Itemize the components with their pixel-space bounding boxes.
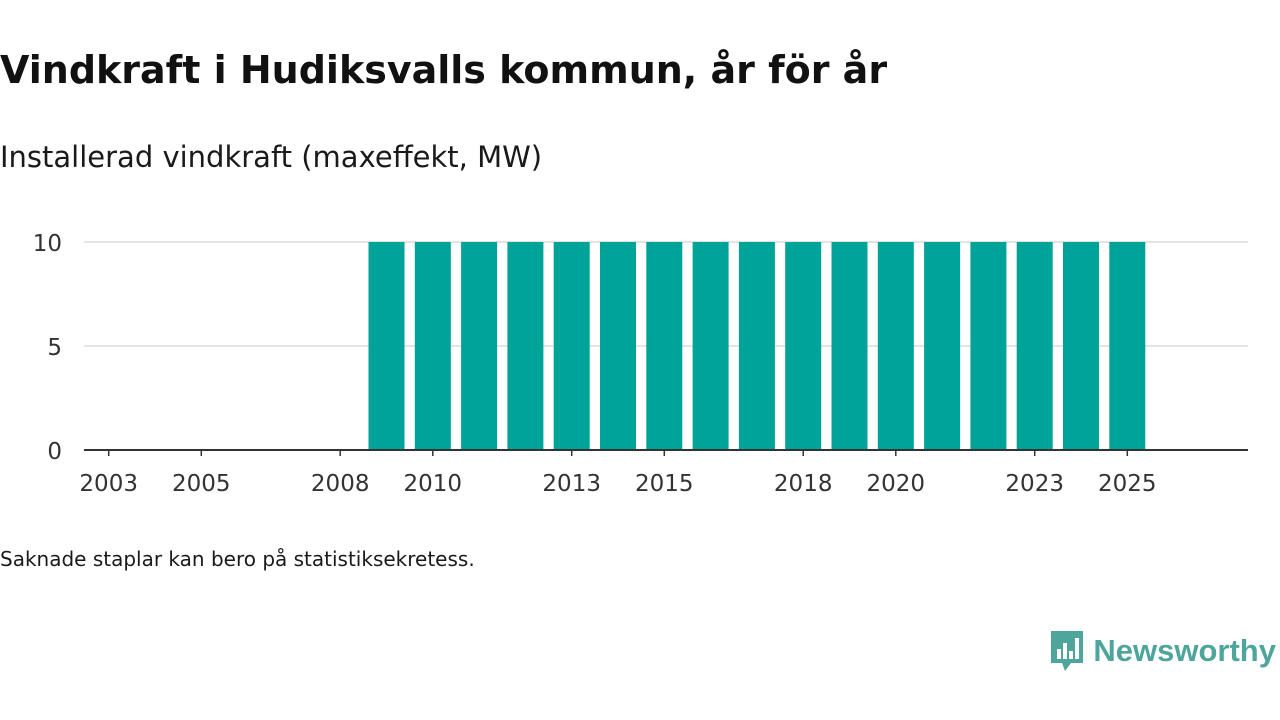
x-tick-label: 2018 bbox=[774, 471, 833, 497]
bar-chart: 0 5 10 2003 2005 2008 2010 2013 2015 2018 2020 202… bbox=[33, 231, 1248, 497]
x-tick-label: 2013 bbox=[542, 471, 601, 497]
bar-2009 bbox=[368, 242, 405, 450]
brand-name: Newsworthy bbox=[1093, 633, 1276, 668]
bar-2024 bbox=[1063, 242, 1099, 450]
bar-2013 bbox=[553, 242, 590, 450]
x-tick-label: 2025 bbox=[1098, 471, 1157, 497]
y-axis-ticks: 0 5 10 bbox=[33, 231, 62, 465]
bar-2018 bbox=[785, 242, 822, 450]
y-tick-label: 5 bbox=[47, 335, 62, 361]
x-tick-label: 2015 bbox=[635, 471, 694, 497]
bar-2020 bbox=[877, 242, 914, 450]
bar-2017 bbox=[738, 242, 775, 450]
x-tick-label: 2003 bbox=[79, 471, 138, 497]
bar-2022 bbox=[970, 242, 1007, 450]
bar-2025 bbox=[1109, 242, 1146, 450]
bar-2014 bbox=[600, 242, 636, 450]
bar-2011 bbox=[461, 242, 498, 450]
x-tick-label: 2010 bbox=[404, 471, 463, 497]
footnote: Saknade staplar kan bero på statistiksek… bbox=[0, 547, 475, 571]
y-tick-label: 10 bbox=[33, 231, 62, 257]
bar-2010 bbox=[414, 242, 451, 450]
x-tick-label: 2020 bbox=[867, 471, 926, 497]
bar-2015 bbox=[646, 242, 683, 450]
x-tick-label: 2023 bbox=[1005, 471, 1064, 497]
bars bbox=[368, 242, 1146, 450]
newsworthy-logo-icon bbox=[1051, 631, 1084, 671]
bar-2012 bbox=[507, 242, 544, 450]
chart-subtitle: Installerad vindkraft (maxeffekt, MW) bbox=[0, 140, 543, 174]
bar-2023 bbox=[1016, 242, 1053, 450]
brand-logo[interactable]: Newsworthy bbox=[1049, 628, 1276, 674]
x-tick-label: 2008 bbox=[311, 471, 370, 497]
chart-title: Vindkraft i Hudiksvalls kommun, år för å… bbox=[0, 48, 888, 92]
bar-2016 bbox=[692, 242, 729, 450]
bar-2021 bbox=[924, 242, 961, 450]
y-tick-label: 0 bbox=[47, 439, 62, 465]
x-axis-ticks: 2003 2005 2008 2010 2013 2015 2018 2020 2023 2025 bbox=[79, 450, 1157, 497]
bar-2019 bbox=[831, 242, 868, 450]
x-tick-label: 2005 bbox=[172, 471, 231, 497]
